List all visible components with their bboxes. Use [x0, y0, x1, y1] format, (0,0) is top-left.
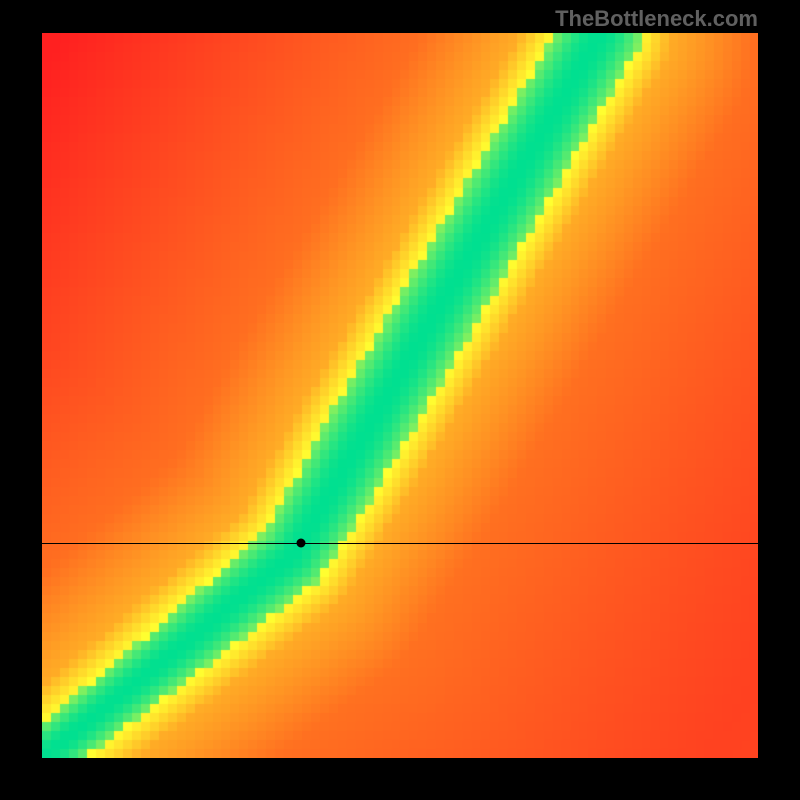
- crosshair-horizontal: [42, 543, 758, 544]
- watermark-text: TheBottleneck.com: [555, 6, 758, 32]
- heatmap-canvas: [42, 33, 758, 758]
- crosshair-marker: [297, 538, 306, 547]
- heatmap-plot: [42, 33, 758, 758]
